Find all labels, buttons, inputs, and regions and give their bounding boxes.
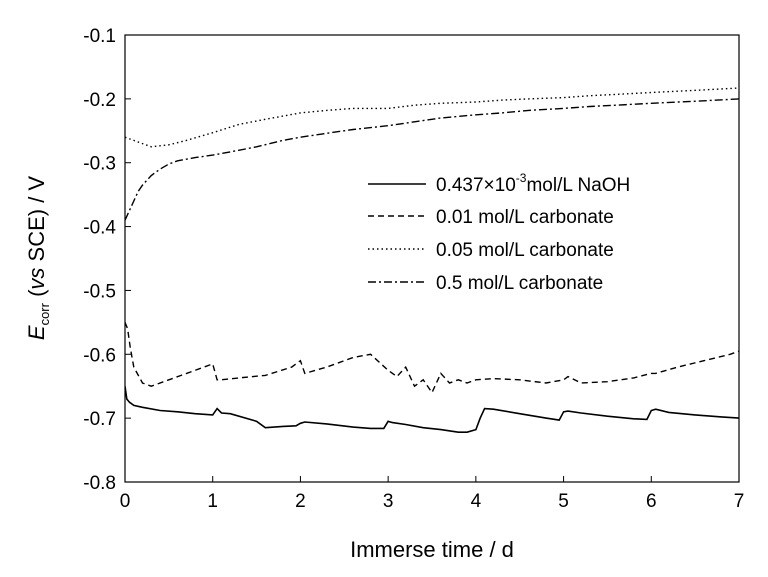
legend-label-0-5: 0.5 mol/L carbonate [436, 273, 603, 294]
y-axis-title-corr: corr [37, 302, 52, 325]
x-tick-label: 0 [120, 491, 131, 512]
x-axis: 0 1 2 3 4 5 6 7 [120, 476, 745, 512]
y-axis-title-rest: SCE) / V [24, 176, 49, 268]
y-tick-label: -0.3 [83, 154, 116, 175]
y-axis: -0.8 -0.7 -0.6 -0.5 -0.4 -0.3 -0.2 -0.1 [83, 26, 131, 494]
legend-naoh-post: mol/L NaOH [526, 175, 630, 196]
x-tick-label: 2 [295, 491, 306, 512]
y-tick-label: -0.5 [83, 281, 116, 302]
legend-label-0-01: 0.01 mol/L carbonate [436, 207, 614, 228]
y-tick-label: -0.8 [83, 473, 116, 494]
legend-label-naoh: 0.437×10-3mol/L NaOH [436, 171, 630, 196]
y-axis-title-open: ( [24, 289, 49, 303]
y-tick-label: -0.6 [83, 345, 116, 366]
legend-naoh-sup: -3 [516, 171, 527, 185]
series-line-0-05-carbonate [125, 87, 739, 148]
legend-label-0-05: 0.05 mol/L carbonate [436, 240, 614, 261]
y-axis-title-e: E [24, 325, 49, 340]
y-tick-label: -0.1 [83, 26, 116, 47]
y-tick-label: -0.7 [83, 409, 116, 430]
y-axis-title-vs: vs [24, 268, 49, 290]
y-axis-title: Ecorr (vs SCE) / V [24, 176, 52, 341]
series-line-0-5-carbonate [125, 98, 739, 221]
y-tick-label: -0.4 [83, 218, 116, 239]
x-tick-label: 7 [734, 491, 745, 512]
x-tick-label: 1 [207, 491, 218, 512]
legend-naoh-pre: 0.437×10 [436, 175, 516, 196]
x-axis-title: Immerse time / d [350, 537, 514, 562]
series-layer [125, 87, 739, 434]
x-tick-label: 6 [646, 491, 657, 512]
x-tick-label: 5 [558, 491, 569, 512]
series-line-0-01-carbonate [125, 322, 739, 395]
y-tick-label: -0.2 [83, 90, 116, 111]
legend: 0.437×10-3mol/L NaOH 0.01 mol/L carbonat… [368, 171, 630, 294]
x-tick-label: 4 [471, 491, 482, 512]
plot-frame [124, 34, 740, 483]
series-line-naoh [125, 386, 739, 434]
x-tick-label: 3 [383, 491, 394, 512]
